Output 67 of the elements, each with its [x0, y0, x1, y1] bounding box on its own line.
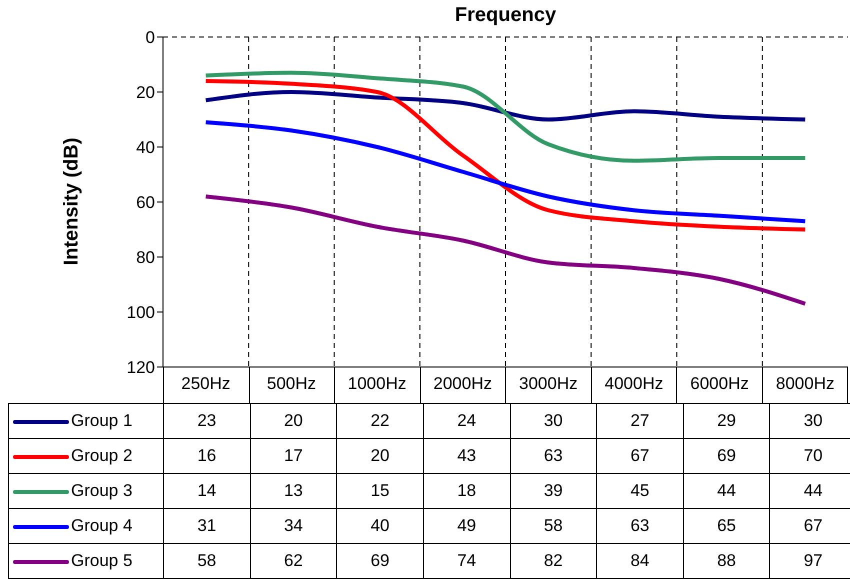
data-label: 27 [596, 404, 684, 438]
x-tick-label: 1000Hz [348, 374, 406, 394]
line-series [204, 120, 808, 224]
data-label: 67 [770, 508, 850, 544]
data-label: 63 [596, 508, 684, 544]
y-tick-label: 80 [136, 248, 155, 268]
data-label: 88 [683, 544, 770, 578]
x-axis-title: Frequency [454, 4, 558, 27]
data-label: 43 [423, 438, 510, 474]
data-label: 29 [683, 404, 770, 438]
x-tick-label: 500Hz [266, 374, 316, 394]
x-tick-label: 2000Hz [433, 374, 492, 394]
data-label: 84 [596, 544, 684, 578]
legend-label: Group 3 [71, 481, 132, 500]
data-label: 40 [336, 508, 424, 544]
data-label: 30 [770, 404, 850, 438]
data-label: 62 [250, 544, 337, 578]
data-label: 23 [164, 404, 250, 438]
data-label: 30 [510, 404, 597, 438]
data-label: 49 [423, 508, 510, 544]
data-label: 63 [510, 438, 597, 474]
line-series [204, 90, 808, 122]
data-label: 58 [164, 544, 250, 578]
data-label: 74 [423, 544, 510, 578]
legend-label: Group 5 [71, 551, 132, 570]
data-label: 17 [250, 438, 337, 474]
line-series [204, 79, 808, 232]
y-tick-label: 60 [136, 193, 155, 212]
data-label: 22 [336, 404, 424, 438]
data-label: 58 [510, 508, 597, 544]
data-label: 31 [164, 508, 250, 544]
line-series [204, 70, 808, 163]
y-tick-label: 40 [136, 138, 155, 158]
data-label: 39 [510, 474, 597, 508]
x-tick-label: 4000Hz [604, 374, 664, 394]
line-series [204, 194, 808, 306]
y-tick-label: 120 [126, 358, 155, 378]
data-label: 44 [770, 474, 850, 508]
x-tick-label: 6000Hz [690, 374, 749, 394]
data-label: 69 [683, 438, 770, 474]
data-label: 20 [336, 438, 424, 474]
data-label: 24 [423, 404, 510, 438]
data-label: 82 [510, 544, 597, 578]
data-label: 18 [423, 474, 510, 508]
data-label: 69 [336, 544, 424, 578]
y-tick-label: 20 [136, 83, 155, 102]
data-label: 34 [250, 508, 337, 544]
x-tick-label: 250Hz [181, 374, 230, 394]
data-label: 45 [596, 474, 684, 508]
data-label: 15 [336, 474, 424, 508]
legend-label: Group 2 [71, 446, 132, 465]
y-axis-title: Intensity (dB) [60, 136, 84, 268]
data-label: 70 [770, 438, 850, 474]
data-label: 97 [770, 544, 850, 578]
data-label: 16 [164, 438, 250, 474]
data-label: 65 [683, 508, 770, 544]
data-label: 20 [250, 404, 337, 438]
data-label: 44 [683, 474, 770, 508]
x-tick-label: 3000Hz [519, 374, 578, 394]
data-label: 14 [164, 474, 250, 508]
y-tick-label: 0 [146, 28, 155, 48]
y-tick-label: 100 [126, 303, 155, 322]
data-label: 67 [596, 438, 684, 474]
x-tick-label: 8000Hz [776, 374, 834, 394]
data-label: 13 [250, 474, 337, 508]
legend-label: Group 1 [71, 411, 132, 430]
legend-label: Group 4 [71, 516, 132, 535]
